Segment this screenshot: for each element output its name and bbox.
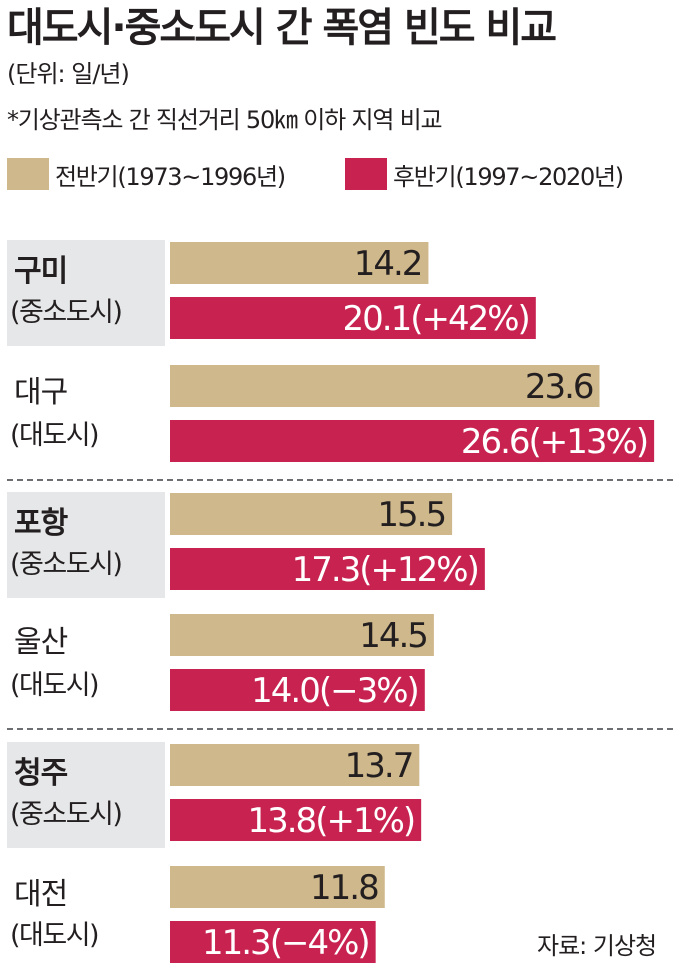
bar-label-second-half-daegu: 26.6(+13%)	[461, 422, 647, 462]
bar-second-half-pohang	[170, 548, 485, 590]
bar-label-second-half-cheongju: 13.8(+1%)	[247, 801, 414, 841]
legend-label-first-half: 전반기(1973~1996년)	[55, 162, 286, 191]
bar-label-second-half-ulsan: 14.0(−3%)	[251, 671, 418, 711]
city-label-gumi: 구미	[14, 254, 68, 289]
pair-separator	[7, 728, 673, 730]
city-type-ulsan: (대도시)	[10, 670, 100, 701]
bar-label-first-half-daejeon: 11.8	[310, 868, 378, 908]
bar-second-half-daegu	[170, 420, 655, 462]
bar-first-half-daegu	[170, 365, 600, 407]
source-credit: 자료: 기상청	[537, 932, 657, 960]
bar-second-half-daejeon	[170, 921, 376, 963]
bar-label-first-half-ulsan: 14.5	[359, 616, 427, 656]
bar-label-first-half-gumi: 14.2	[354, 244, 422, 284]
city-label-daegu: 대구	[14, 375, 68, 410]
bar-second-half-cheongju	[170, 799, 422, 841]
legend-swatch-first-half	[7, 158, 49, 190]
legend-label-second-half: 후반기(1997~2020년)	[393, 162, 624, 191]
bar-first-half-cheongju	[170, 744, 420, 786]
bar-first-half-pohang	[170, 493, 453, 535]
pair-separator	[7, 479, 673, 481]
bar-label-second-half-pohang: 17.3(+12%)	[292, 550, 478, 590]
label-panel-cheongju	[7, 742, 165, 848]
bar-second-half-gumi	[170, 297, 536, 339]
bar-label-first-half-cheongju: 13.7	[345, 746, 413, 786]
city-type-daegu: (대도시)	[10, 420, 100, 451]
unit-label: (단위: 일/년)	[7, 60, 130, 88]
bar-label-second-half-gumi: 20.1(+42%)	[343, 299, 529, 339]
city-label-ulsan: 울산	[14, 625, 68, 660]
comparison-note: *기상관측소 간 직선거리 50㎞ 이하 지역 비교	[7, 106, 443, 134]
bar-label-first-half-pohang: 15.5	[377, 495, 445, 535]
city-type-daejeon: (대도시)	[10, 920, 100, 951]
chart-title: 대도시·중소도시 간 폭염 빈도 비교	[7, 5, 557, 51]
legend-item-second-half: 후반기(1997~2020년)	[345, 154, 624, 194]
bar-label-second-half-daejeon: 11.3(−4%)	[202, 923, 369, 963]
city-type-gumi: (중소도시)	[10, 297, 123, 328]
bar-first-half-daejeon	[170, 866, 385, 908]
bar-first-half-ulsan	[170, 614, 434, 656]
label-panel-gumi	[7, 240, 165, 346]
city-label-daejeon: 대전	[14, 877, 68, 912]
city-type-pohang: (중소도시)	[10, 549, 123, 580]
bar-label-first-half-daegu: 23.6	[525, 367, 593, 407]
city-type-cheongju: (중소도시)	[10, 799, 123, 830]
legend-swatch-second-half	[345, 158, 387, 190]
bar-first-half-gumi	[170, 242, 429, 284]
legend-item-first-half: 전반기(1973~1996년)	[7, 154, 286, 194]
city-label-pohang: 포항	[14, 506, 68, 541]
bar-second-half-ulsan	[170, 669, 425, 711]
city-label-cheongju: 청주	[14, 756, 68, 791]
label-panel-pohang	[7, 492, 165, 598]
